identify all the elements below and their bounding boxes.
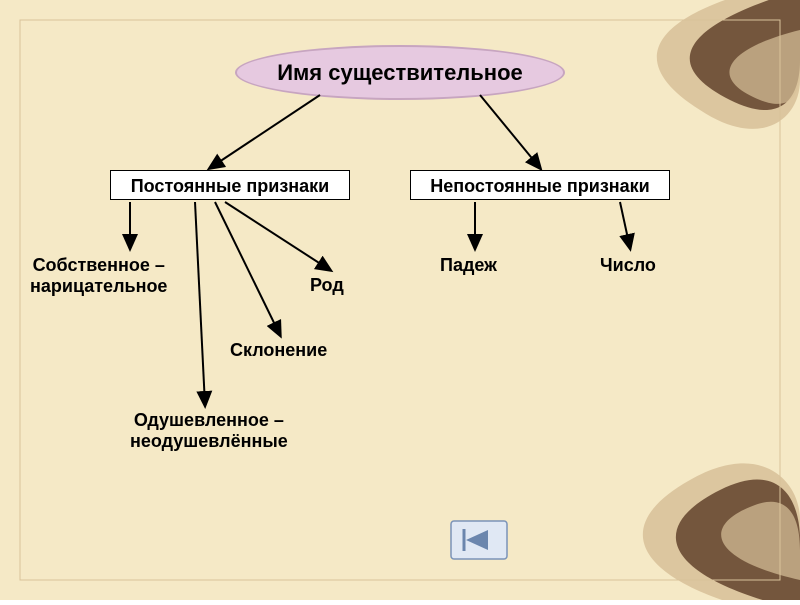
leaf-number: Число (600, 255, 656, 276)
diagram-title: Имя существительное (235, 45, 565, 100)
leaf-animate-line2: неодушевлённые (130, 431, 288, 452)
leaf-proper-common: Собственное – нарицательное (30, 255, 167, 297)
leaf-gender: Род (310, 275, 344, 296)
nav-back-button[interactable] (450, 520, 508, 560)
box-permanent-label: Постоянные признаки (131, 176, 330, 196)
leaf-animate: Одушевленное – неодушевлённые (130, 410, 288, 452)
diagram-content: Имя существительное Постоянные признаки … (0, 0, 800, 600)
leaf-case: Падеж (440, 255, 497, 276)
box-nonpermanent-label: Непостоянные признаки (430, 176, 649, 196)
leaf-declension: Склонение (230, 340, 327, 361)
leaf-animate-line1: Одушевленное – (130, 410, 288, 431)
box-permanent-features: Постоянные признаки (110, 170, 350, 200)
leaf-proper-line1: Собственное – (30, 255, 167, 276)
diagram-title-text: Имя существительное (277, 60, 523, 86)
box-nonpermanent-features: Непостоянные признаки (410, 170, 670, 200)
leaf-proper-line2: нарицательное (30, 276, 167, 297)
